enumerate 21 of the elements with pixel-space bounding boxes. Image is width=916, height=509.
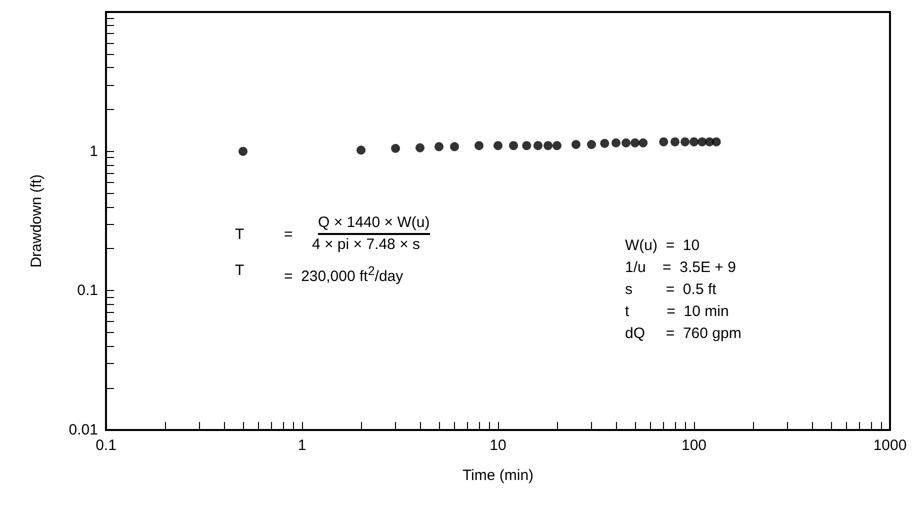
annotation: 4 × pi × 7.48 × s xyxy=(312,236,420,254)
x-tick-label: 100 xyxy=(681,437,707,454)
annotation: s = 0.5 ft xyxy=(625,281,716,299)
annotation: T xyxy=(235,262,244,280)
x-tick-label: 0.1 xyxy=(96,437,116,454)
x-tick-label: 1000 xyxy=(873,437,907,454)
y-tick-label: 0.1 xyxy=(77,282,98,300)
x-tick-label: 10 xyxy=(490,437,506,454)
annotation: W(u) = 10 xyxy=(625,237,700,255)
annotation: T xyxy=(235,226,244,244)
y-axis-title: Drawdown (ft) xyxy=(28,174,45,268)
annotation: dQ = 760 gpm xyxy=(625,325,742,343)
annotation: = xyxy=(284,226,293,244)
x-tick-label: 1 xyxy=(298,437,306,454)
annotation: t = 10 min xyxy=(625,303,729,321)
annotation: 1/u = 3.5E + 9 xyxy=(625,259,736,277)
x-axis-title: Time (min) xyxy=(462,467,534,484)
annotation: Q × 1440 × W(u) xyxy=(318,214,430,235)
annotation: = 230,000 ft$^{2}$/day xyxy=(284,263,404,286)
y-tick-label: 1 xyxy=(90,142,98,160)
y-tick-label: 0.01 xyxy=(68,422,98,438)
